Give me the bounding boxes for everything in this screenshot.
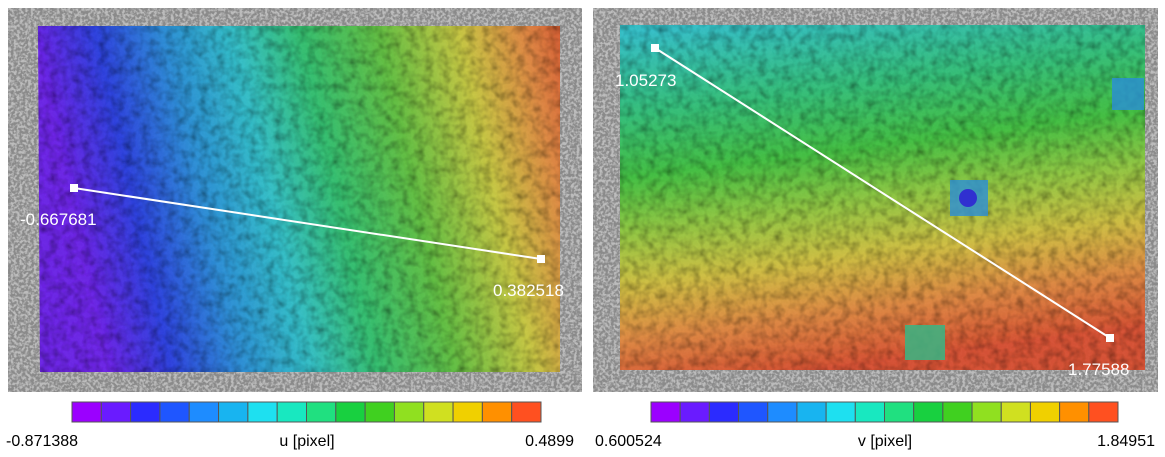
colorbar-cell — [188, 401, 220, 423]
colorbar-cell — [650, 401, 681, 423]
colorbar-cell — [942, 401, 973, 423]
line-endpoint — [537, 255, 545, 263]
colorbar-cell — [71, 401, 102, 423]
colorbar-cell — [423, 401, 454, 423]
colorbar-min: 0.600524 — [595, 433, 662, 450]
panel: -0.667681 0.382518 -0.871388 u [pixel] 0… — [6, 8, 582, 450]
colorbar — [650, 401, 1119, 423]
colorbar-cell — [393, 401, 425, 423]
endpoint-label: 0.382518 — [493, 281, 564, 300]
colorbar-cell — [767, 401, 798, 423]
colorbar-cell — [452, 401, 483, 423]
colorbar-cell — [679, 401, 710, 423]
line-endpoint — [651, 44, 659, 52]
colorbar-cell — [825, 401, 856, 423]
colorbar-cell — [971, 401, 1002, 423]
colorbar-cell — [884, 401, 915, 423]
colorbar-cell — [159, 401, 190, 423]
colorbar-cell — [1088, 401, 1119, 423]
colorbar-cell — [335, 401, 366, 423]
colorbar-cell — [306, 401, 337, 423]
colorbar-cell — [1059, 401, 1090, 423]
endpoint-label: -0.667681 — [20, 210, 97, 229]
colorbar-cell — [708, 401, 740, 423]
colorbar-max: 1.84951 — [1097, 433, 1155, 450]
colorbar-cell — [796, 401, 827, 423]
colorbar — [71, 401, 542, 423]
artifact — [905, 325, 945, 360]
colorbar-cell — [247, 401, 278, 423]
colorbar-cell — [854, 401, 885, 423]
contour-field — [38, 26, 560, 372]
colorbar-cell — [100, 401, 132, 423]
colorbar-min: -0.871388 — [6, 433, 78, 450]
colorbar-cell — [130, 401, 161, 423]
panel: 1.05273 1.77588 0.600524 v [pixel] 1.849… — [593, 8, 1158, 450]
artifact — [1112, 78, 1144, 110]
colorbar-cell — [276, 401, 307, 423]
line-endpoint — [1106, 334, 1114, 342]
colorbar-cell — [481, 401, 513, 423]
endpoint-label: 1.77588 — [1068, 360, 1129, 379]
colorbar-cell — [364, 401, 395, 423]
endpoint-label: 1.05273 — [615, 71, 676, 90]
colorbar-label: u [pixel] — [279, 433, 334, 450]
line-endpoint — [70, 184, 78, 192]
colorbar-cell — [1029, 401, 1061, 423]
artifact — [959, 189, 977, 207]
colorbar-cell — [738, 401, 769, 423]
section-line — [73, 187, 542, 260]
colorbar-cell — [511, 401, 542, 423]
colorbar-cell — [1000, 401, 1031, 423]
section-line — [654, 47, 1111, 339]
colorbar-cell — [218, 401, 249, 423]
colorbar-max: 0.4899 — [525, 433, 574, 450]
colorbar-cell — [913, 401, 944, 423]
colorbar-label: v [pixel] — [858, 433, 912, 450]
